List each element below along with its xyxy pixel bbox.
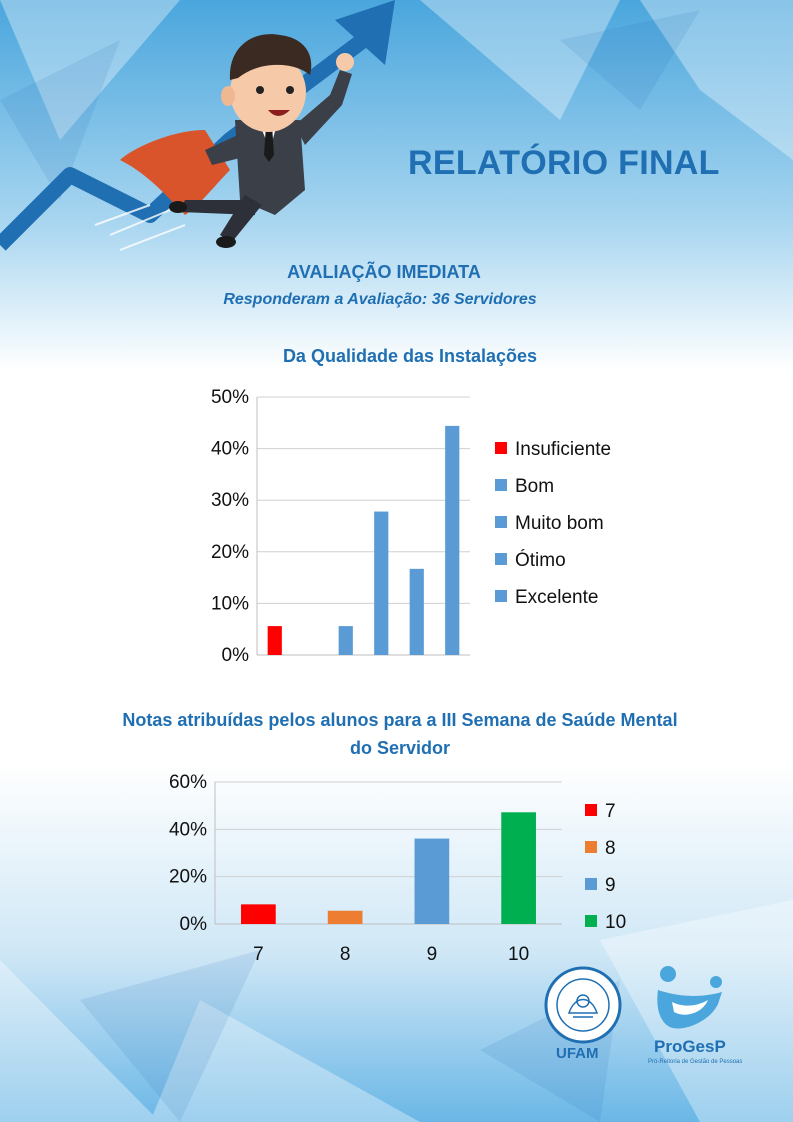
ufam-seal-icon [544,966,622,1044]
superhero-illustration [0,0,395,251]
section-title: AVALIAÇÃO IMEDIATA [287,262,481,282]
chart2-title: Notas atribuídas pelos alunos para a III… [122,710,678,758]
progesp-label: ProGesP [654,1037,726,1056]
ufam-label: UFAM [556,1045,599,1062]
growth-arrow-head-icon [335,0,395,65]
respondents-subtitle: Responderam a Avaliação: 36 Servidores [223,291,537,308]
cape-icon [120,130,230,215]
chart1-title: Da Qualidade das Instalações [282,346,538,366]
progesp-logo-icon [657,966,722,1029]
report-title: RELATÓRIO FINAL [408,144,720,182]
progesp-subtitle: Pró-Reitoria de Gestão de Pessoas [648,1059,743,1065]
